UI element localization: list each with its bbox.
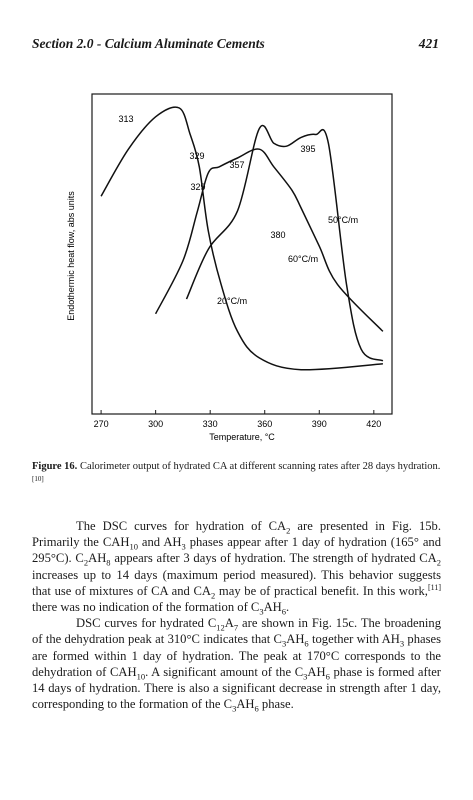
peak-label-357: 357: [229, 160, 244, 170]
dsc-curve-0: [100, 106, 383, 371]
text-run: AH: [263, 600, 282, 615]
text-run: .: [286, 600, 290, 615]
text-run: phases appear after 1 day of hydration (…: [32, 535, 442, 566]
subscript: 3: [181, 541, 186, 552]
peak-label-380: 380: [270, 230, 285, 240]
figure-16: Endothermic heat flow, abs units Tempera…: [66, 86, 406, 442]
subscript: 3: [232, 703, 237, 714]
text-run: there was no indication of the formation…: [32, 600, 260, 615]
running-header: Section 2.0 - Calcium Aluminate Cements …: [32, 36, 439, 56]
x-axis-label: Temperature, °C: [209, 432, 275, 442]
dsc-curve-1: [154, 148, 384, 332]
text-run: together with AH: [308, 632, 400, 647]
subscript: 3: [303, 671, 308, 682]
subscript: 12: [216, 622, 225, 633]
text-run: are presented in Fig. 15b. Primarily the…: [32, 519, 441, 550]
subscript: 7: [233, 622, 239, 633]
peak-label-395: 395: [300, 144, 315, 154]
subscript: 2: [211, 590, 216, 601]
text-run: A: [224, 616, 234, 631]
paragraph-1: The DSC curves for hydration of CA2 are …: [32, 518, 442, 617]
text-run: may be of practical benefit. In this wor…: [215, 583, 428, 598]
subscript: 3: [281, 638, 287, 649]
text-run: increases up to 14 days (maximum period …: [32, 567, 441, 598]
text-run: are shown in Fig. 15c. The broadening of…: [32, 616, 441, 647]
dsc-curve-2: [185, 124, 384, 362]
curve-label-60: 60°C/m: [288, 254, 318, 264]
subscript: 10: [129, 541, 138, 552]
section-title: Section 2.0 - Calcium Aluminate Cements: [32, 36, 265, 51]
paragraph-2: DSC curves for hydrated C12A7 are shown …: [32, 615, 442, 714]
citation: [11]: [427, 582, 441, 592]
subscript: 6: [325, 671, 330, 682]
subscript: 3: [399, 638, 405, 649]
subscript: 3: [259, 606, 264, 617]
caption-ref: [10]: [32, 475, 44, 483]
plot-frame: [91, 93, 393, 415]
x-tick-label: 420: [366, 419, 381, 429]
x-tick-label: 300: [148, 419, 163, 429]
caption-label: Figure 16.: [32, 461, 78, 472]
text-run: . A significant amount of the C: [145, 664, 304, 679]
curve-label-20: 20°C/m: [217, 296, 247, 306]
figure-caption: Figure 16. Calorimeter output of hydrate…: [32, 460, 441, 490]
dsc-chart: Endothermic heat flow, abs units Tempera…: [66, 93, 393, 442]
text-run: AH: [286, 632, 305, 647]
subscript: 6: [281, 606, 287, 617]
subscript: 8: [106, 557, 111, 568]
text-run: AH: [236, 697, 255, 712]
text-run: phase is formed after 14 days of hydrati…: [32, 664, 441, 712]
text-run: AH: [88, 551, 107, 566]
x-tick-label: 360: [257, 419, 272, 429]
curve-label-50: 50°C/m: [328, 215, 358, 225]
subscript: 6: [304, 638, 309, 649]
x-tick-label: 270: [94, 419, 109, 429]
subscript: 10: [136, 671, 146, 682]
peak-label-329-b: 329: [190, 182, 205, 192]
subscript: 6: [254, 703, 259, 714]
text-run: phases are formed within 1 day of hydrat…: [32, 632, 442, 679]
text-run: The DSC curves for hydration of CA: [76, 519, 287, 533]
text-run: and AH: [137, 535, 182, 550]
text-run: AH: [307, 664, 326, 679]
text-run: DSC curves for hydrated C: [76, 616, 217, 631]
x-tick-label: 330: [203, 419, 218, 429]
x-tick-label: 390: [312, 419, 327, 429]
caption-text: Calorimeter output of hydrated CA at dif…: [79, 461, 441, 472]
subscript: 2: [83, 557, 89, 568]
body-text: The DSC curves for hydration of CA2 are …: [32, 518, 442, 714]
text-run: appears after 3 days of hydration. The s…: [110, 551, 437, 566]
subscript: 2: [436, 557, 441, 568]
text-run: phase.: [258, 697, 294, 712]
y-axis-label: Endothermic heat flow, abs units: [66, 191, 76, 321]
subscript: 2: [286, 525, 291, 536]
peak-label-313: 313: [118, 114, 133, 124]
page-number: 421: [418, 36, 439, 51]
